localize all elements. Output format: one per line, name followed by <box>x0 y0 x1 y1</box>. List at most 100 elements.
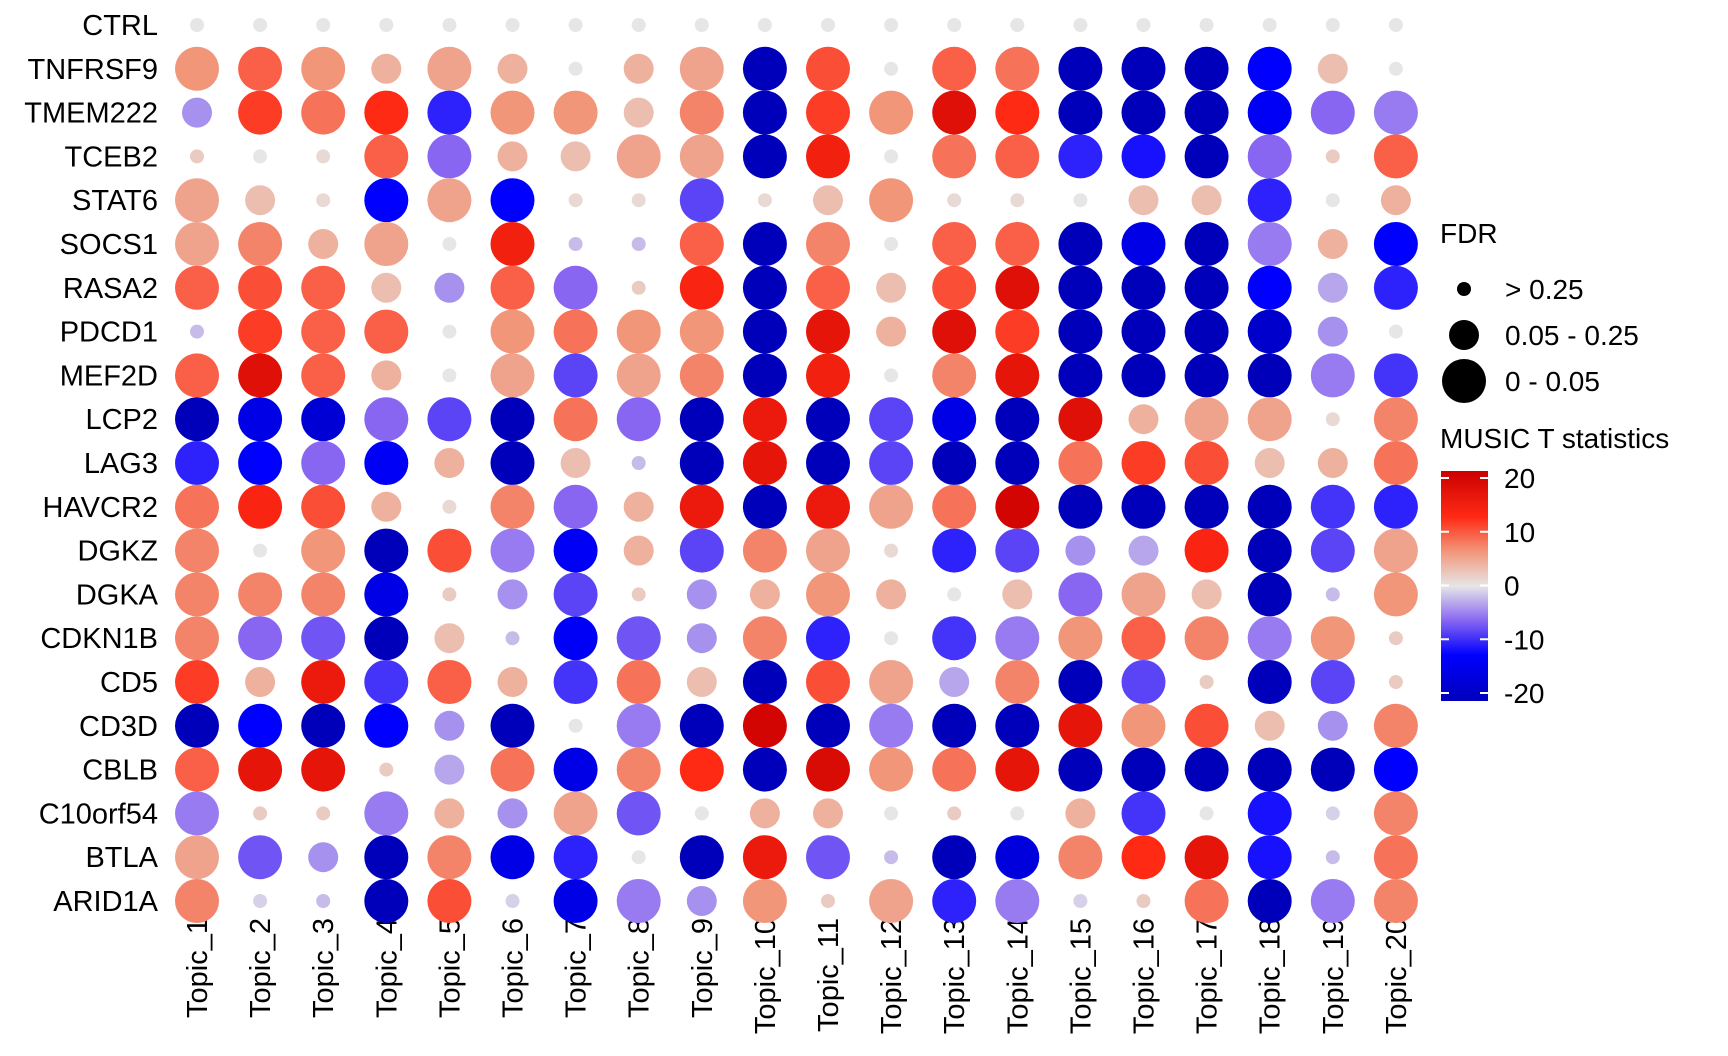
data-point <box>616 134 661 179</box>
data-point <box>806 46 850 91</box>
data-point <box>1121 835 1166 880</box>
data-point <box>869 660 914 704</box>
data-point <box>631 850 646 865</box>
data-point <box>631 237 646 251</box>
data-point <box>1073 193 1088 208</box>
data-point <box>1184 703 1229 748</box>
data-point <box>253 806 268 821</box>
data-point <box>490 309 535 354</box>
data-point <box>616 309 661 354</box>
data-point <box>568 237 583 251</box>
data-point <box>1058 616 1103 661</box>
data-point <box>742 134 787 179</box>
data-point <box>1121 791 1166 836</box>
data-point <box>1128 535 1159 566</box>
data-point <box>364 616 409 661</box>
x-tick-label: Topic_3 <box>308 918 340 1018</box>
data-point <box>806 353 850 398</box>
x-tick-label: Topic_13 <box>939 918 971 1034</box>
data-point <box>1325 149 1340 164</box>
data-point <box>175 616 219 661</box>
data-point <box>253 894 268 908</box>
data-point <box>932 616 977 661</box>
data-point <box>364 703 409 748</box>
data-point <box>995 309 1040 354</box>
data-point <box>806 309 850 354</box>
data-point <box>1073 18 1088 32</box>
data-point <box>1184 441 1229 485</box>
data-point <box>1247 90 1292 135</box>
data-point <box>679 46 724 91</box>
y-tick-label: BTLA <box>85 842 158 874</box>
data-point <box>995 46 1040 91</box>
data-point <box>238 397 283 442</box>
data-point <box>1388 675 1403 689</box>
x-tick-label: Topic_1 <box>182 918 214 1018</box>
y-tick-label: CD3D <box>79 711 158 743</box>
data-point <box>434 448 465 478</box>
data-point <box>364 90 409 135</box>
data-point <box>884 850 899 865</box>
data-point <box>742 835 787 880</box>
data-point <box>301 441 346 485</box>
data-point <box>175 222 219 266</box>
data-point <box>947 806 962 821</box>
y-tick-label: DGKA <box>76 579 159 611</box>
data-point <box>490 353 535 398</box>
data-point <box>1058 703 1103 748</box>
size-legend-dot <box>1442 359 1486 403</box>
data-point <box>490 747 535 792</box>
data-point <box>1010 193 1025 208</box>
data-point <box>1121 703 1166 748</box>
data-point <box>1254 710 1285 741</box>
data-point <box>442 368 457 383</box>
data-point <box>490 90 535 135</box>
data-point <box>742 90 787 135</box>
data-point <box>631 193 646 208</box>
data-point <box>553 879 598 923</box>
data-point <box>1317 272 1348 303</box>
data-point <box>1010 806 1025 821</box>
data-point <box>1325 18 1340 32</box>
x-tick-label: Topic_12 <box>876 918 908 1034</box>
size-legend-dot <box>1457 282 1471 296</box>
data-point <box>371 491 402 522</box>
data-point <box>884 61 899 76</box>
legend-size-title: FDR <box>1440 218 1498 249</box>
data-point <box>806 660 850 704</box>
legend-color-title: MUSIC T statistics <box>1440 423 1669 454</box>
data-point <box>1310 747 1355 792</box>
data-point <box>427 178 472 223</box>
data-point <box>806 484 850 529</box>
x-tick-label: Topic_18 <box>1255 918 1287 1034</box>
data-point <box>490 528 535 573</box>
data-point <box>490 265 535 310</box>
data-point <box>813 185 843 216</box>
data-point <box>316 18 331 32</box>
data-point <box>623 535 654 566</box>
data-point <box>1388 18 1403 32</box>
data-point <box>1065 535 1096 566</box>
data-point <box>813 798 843 829</box>
data-point <box>560 141 591 172</box>
data-point <box>434 272 465 303</box>
y-tick-label: SOCS1 <box>60 229 158 261</box>
data-point <box>1121 441 1166 485</box>
y-tick-label: LCP2 <box>85 404 158 436</box>
data-point <box>806 265 850 310</box>
data-point <box>308 842 339 873</box>
data-point <box>427 879 472 923</box>
data-point <box>1191 185 1222 216</box>
data-point <box>623 97 654 128</box>
x-tick-label: Topic_6 <box>498 918 530 1018</box>
data-point <box>238 309 283 354</box>
data-point <box>505 18 520 32</box>
data-point <box>238 572 283 617</box>
data-point <box>553 572 598 617</box>
data-point <box>371 272 402 303</box>
data-point <box>301 572 346 617</box>
data-point <box>245 185 276 216</box>
data-point <box>379 762 394 777</box>
data-point <box>1325 587 1340 602</box>
data-point <box>364 660 409 704</box>
